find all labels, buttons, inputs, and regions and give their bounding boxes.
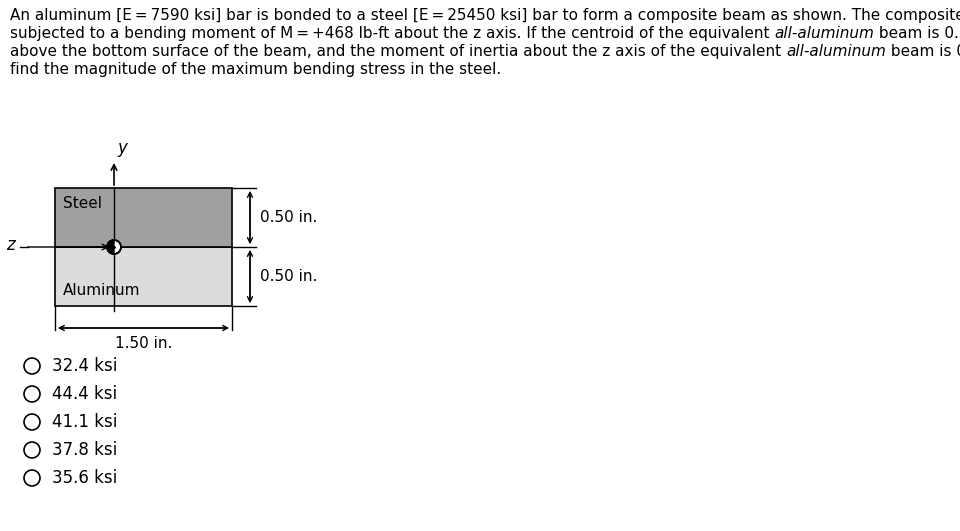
Text: find the magnitude of the maximum bending stress in the steel.: find the magnitude of the maximum bendin… (10, 62, 501, 77)
Text: above the bottom surface of the beam, and the moment of inertia about the z axis: above the bottom surface of the beam, an… (10, 44, 786, 59)
Text: 35.6 ksi: 35.6 ksi (52, 469, 117, 487)
Circle shape (107, 240, 121, 254)
Circle shape (24, 442, 40, 458)
Text: Steel: Steel (63, 196, 102, 211)
Circle shape (24, 386, 40, 402)
Text: all-aluminum: all-aluminum (775, 26, 875, 41)
Text: beam is 0.2124 in.: beam is 0.2124 in. (886, 44, 960, 59)
Circle shape (24, 358, 40, 374)
Bar (55, 188, 232, 247)
Text: beam is 0.635 in.: beam is 0.635 in. (875, 26, 960, 41)
Polygon shape (107, 240, 114, 254)
Text: 41.1 ksi: 41.1 ksi (52, 413, 117, 431)
Text: all-aluminum: all-aluminum (786, 44, 886, 59)
Text: 0.50 in.: 0.50 in. (260, 269, 318, 284)
Text: y: y (117, 139, 127, 157)
Text: 44.4 ksi: 44.4 ksi (52, 385, 117, 403)
Text: subjected to a bending moment of M = +468 lb-ft about the z axis. If the centroi: subjected to a bending moment of M = +46… (10, 26, 775, 41)
Text: Aluminum: Aluminum (63, 283, 140, 298)
Circle shape (24, 470, 40, 486)
Text: 37.8 ksi: 37.8 ksi (52, 441, 117, 459)
Bar (55, 247, 232, 306)
Text: 32.4 ksi: 32.4 ksi (52, 357, 117, 375)
Text: 0.50 in.: 0.50 in. (260, 210, 318, 225)
Text: z: z (7, 236, 15, 254)
Text: 1.50 in.: 1.50 in. (115, 336, 172, 351)
Circle shape (24, 414, 40, 430)
Text: An aluminum [E = 7590 ksi] bar is bonded to a steel [E = 25450 ksi] bar to form : An aluminum [E = 7590 ksi] bar is bonded… (10, 8, 960, 23)
